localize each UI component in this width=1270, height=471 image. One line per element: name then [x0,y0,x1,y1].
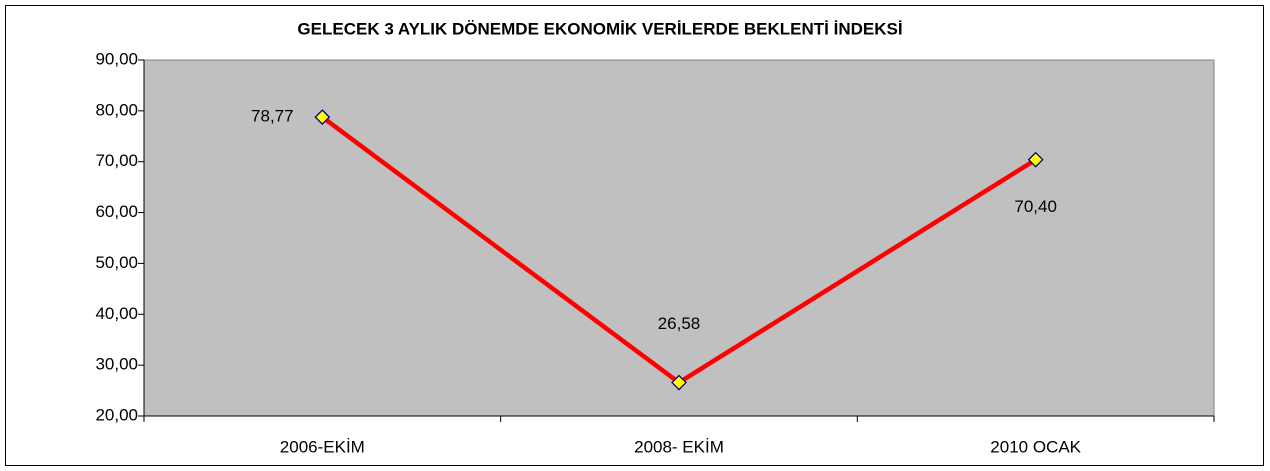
y-tick-label: 70,00 [95,151,138,170]
y-tick-label: 40,00 [95,304,138,323]
data-point [314,109,331,126]
x-tick-label: 2006-EKİM [280,437,365,456]
y-tick-label: 90,00 [95,49,138,68]
y-tick-label: 50,00 [95,253,138,272]
x-tick-label: 2008- EKİM [634,437,724,456]
data-label: 26,58 [658,314,701,333]
data-label: 78,77 [251,107,294,126]
plot-area [143,59,1215,417]
data-point [671,374,687,391]
x-tick-label: 2010 OCAK [990,437,1081,456]
data-point [1027,151,1044,168]
y-tick-label: 20,00 [95,405,138,424]
y-tick-label: 60,00 [95,202,138,221]
data-label: 70,40 [1014,197,1057,216]
chart-title: GELECEK 3 AYLIK DÖNEMDE EKONOMİK VERİLER… [297,19,902,38]
y-tick-label: 80,00 [95,100,138,119]
y-tick-label: 30,00 [95,355,138,374]
